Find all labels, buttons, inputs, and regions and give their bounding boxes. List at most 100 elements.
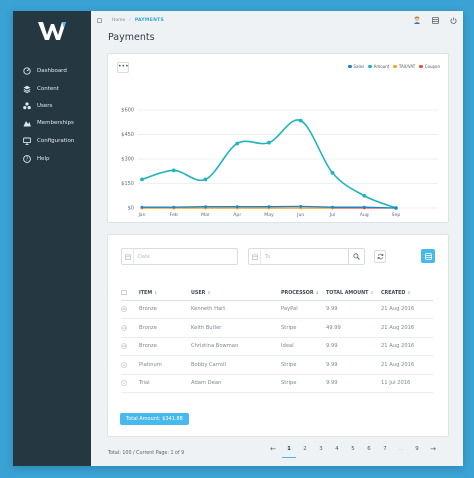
amount-cell: 9.99 <box>326 337 381 356</box>
dashboard-icon <box>23 67 31 75</box>
legend-dot <box>419 64 423 69</box>
search-button[interactable] <box>348 249 364 264</box>
page-button[interactable]: 5 <box>351 446 355 452</box>
power-icon[interactable] <box>449 16 457 24</box>
page-button[interactable]: 2 <box>303 446 307 452</box>
search-icon <box>353 253 360 260</box>
app-window: Dashboard Content Users Memberships Conf… <box>13 11 463 466</box>
logo-icon[interactable] <box>37 20 67 42</box>
table-header-row: ITEM ⇕ USER ⇕ PROCESSOR ⇕ TOTAL AMOUNT ⇕ CRE… <box>121 287 433 301</box>
x-tick-label: Aug <box>360 212 369 218</box>
svg-text:?: ? <box>26 157 29 163</box>
item-cell: Bronze <box>139 337 191 356</box>
page-button[interactable]: 1 <box>281 443 297 458</box>
avatar-icon[interactable] <box>413 16 421 24</box>
column-header-total-amount[interactable]: TOTAL AMOUNT ⇕ <box>326 287 381 301</box>
row-number-cell: 1 <box>121 374 139 393</box>
data-point <box>299 204 303 208</box>
page-button[interactable]: 3 <box>319 446 323 452</box>
total-amount-button[interactable]: Total Amount: $341.88 <box>120 413 189 425</box>
amount-cell: 9.99 <box>326 374 381 393</box>
table-row[interactable]: 4 Platinum Bobby Carroll Stripe 9.99 21 … <box>121 355 433 375</box>
page-button[interactable]: 4 <box>335 446 339 452</box>
y-tick-label: $300 <box>121 157 134 163</box>
page-button[interactable]: 9 <box>415 446 419 452</box>
next-page-button[interactable]: → <box>430 445 436 453</box>
chart-card: ••• Sales Amount TAX/VAT Coupon $600 $450… <box>107 53 449 223</box>
sort-icon: ⇕ <box>370 290 374 296</box>
table-view-button[interactable] <box>421 249 435 263</box>
x-tick-label: Jun <box>296 212 304 218</box>
sidebar-item-help[interactable]: ? Help <box>23 152 50 166</box>
data-point <box>362 205 366 209</box>
select-all-header[interactable] <box>121 287 139 301</box>
table-row[interactable]: 14 Bronze Keith Butler Stripe 49.99 21 A… <box>121 318 433 338</box>
sidebar-item-memberships[interactable]: Memberships <box>23 116 74 130</box>
row-number-badge[interactable]: 4 <box>121 361 127 368</box>
table-row[interactable]: 13 Bronze Christina Bowman Ideal 9.99 21… <box>121 337 433 356</box>
data-point <box>235 205 239 209</box>
select-all-icon <box>121 289 127 295</box>
legend-label: Sales <box>353 64 365 69</box>
y-tick-label: $150 <box>121 181 134 187</box>
column-header-created[interactable]: CREATED ⇕ <box>381 287 433 301</box>
refresh-button[interactable] <box>374 250 386 263</box>
pagination: ← 1 2 3 4 5 6 7 ... 9 → <box>265 443 441 458</box>
legend-item-coupon[interactable]: Coupon <box>419 64 440 69</box>
payments-table: ITEM ⇕ USER ⇕ PROCESSOR ⇕ TOTAL AMOUNT ⇕ CRE… <box>121 287 433 393</box>
breadcrumb-home[interactable]: Home <box>112 18 126 23</box>
legend-item-tax[interactable]: TAX/VAT <box>393 64 415 69</box>
row-number-badge[interactable]: 13 <box>121 343 127 350</box>
created-cell: 21 Aug 2016 <box>381 355 433 375</box>
column-header-label: ITEM <box>139 291 153 297</box>
created-cell: 21 Aug 2016 <box>381 300 433 319</box>
column-header-label: CREATED <box>381 291 406 297</box>
sidebar: Dashboard Content Users Memberships Conf… <box>13 11 91 466</box>
sidebar-item-dashboard[interactable]: Dashboard <box>23 64 67 78</box>
row-number-badge[interactable]: 15 <box>121 306 127 313</box>
refresh-icon <box>377 253 383 260</box>
column-header-item[interactable]: ITEM ⇕ <box>139 287 191 301</box>
table-row[interactable]: 1 Trial Adam Dean Stripe 9.99 11 Jul 201… <box>121 374 433 393</box>
column-header-processor[interactable]: PROCESSOR ⇕ <box>281 287 326 301</box>
row-number-cell: 13 <box>121 337 139 356</box>
sidebar-item-configuration[interactable]: Configuration <box>23 134 74 148</box>
data-point <box>204 205 207 209</box>
row-number-badge[interactable]: 1 <box>121 380 127 387</box>
data-point <box>331 205 334 209</box>
created-cell: 21 Aug 2016 <box>381 318 433 338</box>
sort-icon: ⇕ <box>154 290 158 296</box>
row-number-badge[interactable]: 14 <box>121 324 127 331</box>
calendar-icon <box>249 249 261 264</box>
legend-item-amount[interactable]: Amount <box>368 64 389 69</box>
row-number-cell: 15 <box>121 300 139 319</box>
page-button[interactable]: 6 <box>367 446 371 452</box>
apps-grid-icon[interactable] <box>97 18 102 23</box>
legend-item-sales[interactable]: Sales <box>348 64 364 69</box>
user-cell: Kenneth Hart <box>191 300 281 319</box>
x-tick-label: Jul <box>329 212 336 218</box>
data-point <box>203 177 208 182</box>
table-row[interactable]: 15 Bronze Kenneth Hart PayPal 9.99 21 Au… <box>121 300 433 319</box>
processor-cell: Stripe <box>281 374 326 393</box>
amount-cell: 9.99 <box>326 300 381 319</box>
date-from-field[interactable]: Date <box>121 248 238 265</box>
page-button[interactable]: 7 <box>383 446 387 452</box>
sidebar-item-content[interactable]: Content <box>23 82 59 96</box>
top-icons <box>403 16 457 24</box>
grid-menu-icon[interactable] <box>431 16 439 24</box>
pagination-info: Total: 100 / Current Page: 1 of 9 <box>108 451 185 456</box>
sidebar-item-label: Users <box>37 103 53 109</box>
x-tick-label: Jan <box>137 212 145 218</box>
x-tick-label: Feb <box>170 212 178 218</box>
legend-label: Coupon <box>424 64 440 69</box>
breadcrumb-separator: / <box>129 18 131 23</box>
data-point <box>140 205 144 209</box>
item-cell: Platinum <box>139 355 191 375</box>
prev-page-button[interactable]: ← <box>270 445 276 453</box>
date-to-field[interactable]: To <box>248 248 365 265</box>
column-header-user[interactable]: USER ⇕ <box>191 287 281 301</box>
sidebar-item-users[interactable]: Users <box>23 99 52 113</box>
more-options-button[interactable]: ••• <box>117 62 129 73</box>
legend-dot <box>348 64 352 69</box>
